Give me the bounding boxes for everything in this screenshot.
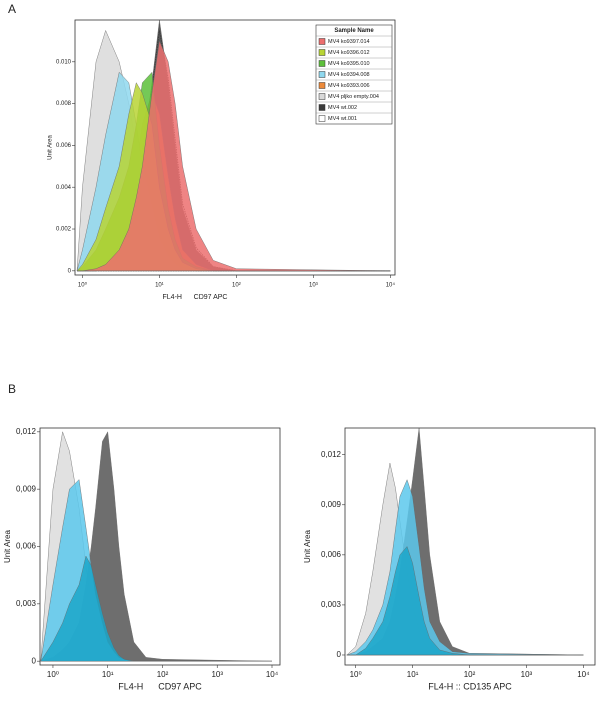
legend-label: MV4 pljko empty.004	[328, 94, 379, 100]
legend-label: MV4 ko9396.012	[328, 50, 370, 56]
panel-label: A	[8, 2, 16, 16]
legend-swatch	[318, 115, 326, 122]
y-tick-label: 0.008	[56, 101, 72, 107]
y-tick-label: 0	[337, 650, 342, 659]
y-tick-label: 0	[68, 268, 72, 274]
x-axis-label: FL4-H CD97 APC	[163, 294, 228, 301]
legend-label: MV4 ko9397.014	[328, 39, 370, 45]
legend-swatch	[318, 82, 326, 89]
legend-swatch	[318, 38, 326, 45]
y-tick-label: 0,003	[16, 599, 37, 608]
plot-area	[346, 428, 584, 656]
y-axis-label: Unit Area	[303, 529, 312, 562]
histogram-area	[346, 546, 584, 656]
legend: Sample Name MV4 ko9397.014 MV4 ko9396.012 M…	[315, 24, 393, 125]
x-tick-label: 10³	[309, 283, 318, 289]
histogram-area	[77, 40, 391, 272]
x-axis-label: FL4-H CD97 APC	[118, 681, 202, 691]
y-axis-label: Unit Area	[48, 135, 54, 160]
y-tick-label: 0,012	[16, 427, 37, 436]
x-tick-label: 10⁴	[386, 282, 396, 289]
legend-label: MV4 ko9394.008	[328, 72, 370, 78]
x-tick-label: 10⁴	[266, 670, 279, 679]
y-tick-label: 0,009	[321, 500, 342, 509]
legend-swatch	[318, 93, 326, 100]
y-tick-label: 0,006	[321, 550, 342, 559]
y-tick-label: 0,003	[321, 600, 342, 609]
legend-label: MV4 ko9395.010	[328, 61, 370, 67]
plot-area	[76, 20, 391, 272]
plot-frame	[74, 19, 396, 276]
y-tick-label: 0.010	[56, 59, 72, 65]
x-tick-label: 10⁰	[47, 670, 59, 679]
legend-swatch	[318, 60, 326, 67]
y-axis-label: Unit Area	[3, 529, 12, 562]
y-tick-label: 0	[32, 656, 37, 665]
y-tick-label: 0.002	[56, 227, 72, 233]
legend-swatch	[318, 49, 326, 56]
y-tick-label: 0,006	[16, 542, 37, 551]
x-axis-label: FL4-H :: CD135 APC	[428, 681, 512, 691]
legend-swatch	[318, 71, 326, 78]
x-tick-label: 10²	[157, 670, 169, 679]
legend-swatch	[318, 104, 326, 111]
legend-label: MV4 wt.001	[328, 116, 357, 122]
panel-label: B	[8, 382, 16, 396]
legend-title: Sample Name	[334, 28, 374, 34]
legend-box	[315, 24, 393, 125]
legend-label: MV4 ko9393.006	[328, 83, 370, 89]
plot-area	[40, 431, 273, 662]
x-tick-label: 10⁰	[350, 670, 362, 679]
y-tick-label: 0.006	[56, 143, 72, 149]
x-tick-label: 10²	[232, 283, 241, 289]
x-tick-label: 10⁴	[577, 670, 590, 679]
x-tick-label: 10³	[521, 670, 533, 679]
y-tick-label: 0.004	[56, 185, 72, 191]
x-tick-label: 10¹	[155, 283, 164, 289]
legend-label: MV4 wt.002	[328, 105, 357, 111]
x-tick-label: 10⁰	[78, 282, 88, 289]
x-tick-label: 10²	[464, 670, 476, 679]
x-tick-label: 10¹	[407, 670, 419, 679]
plot-frame	[344, 427, 596, 666]
x-tick-label: 10³	[211, 670, 223, 679]
y-tick-label: 0,012	[321, 450, 342, 459]
x-tick-label: 10¹	[102, 670, 114, 679]
y-tick-label: 0,009	[16, 484, 37, 493]
histogram-area	[40, 555, 272, 662]
